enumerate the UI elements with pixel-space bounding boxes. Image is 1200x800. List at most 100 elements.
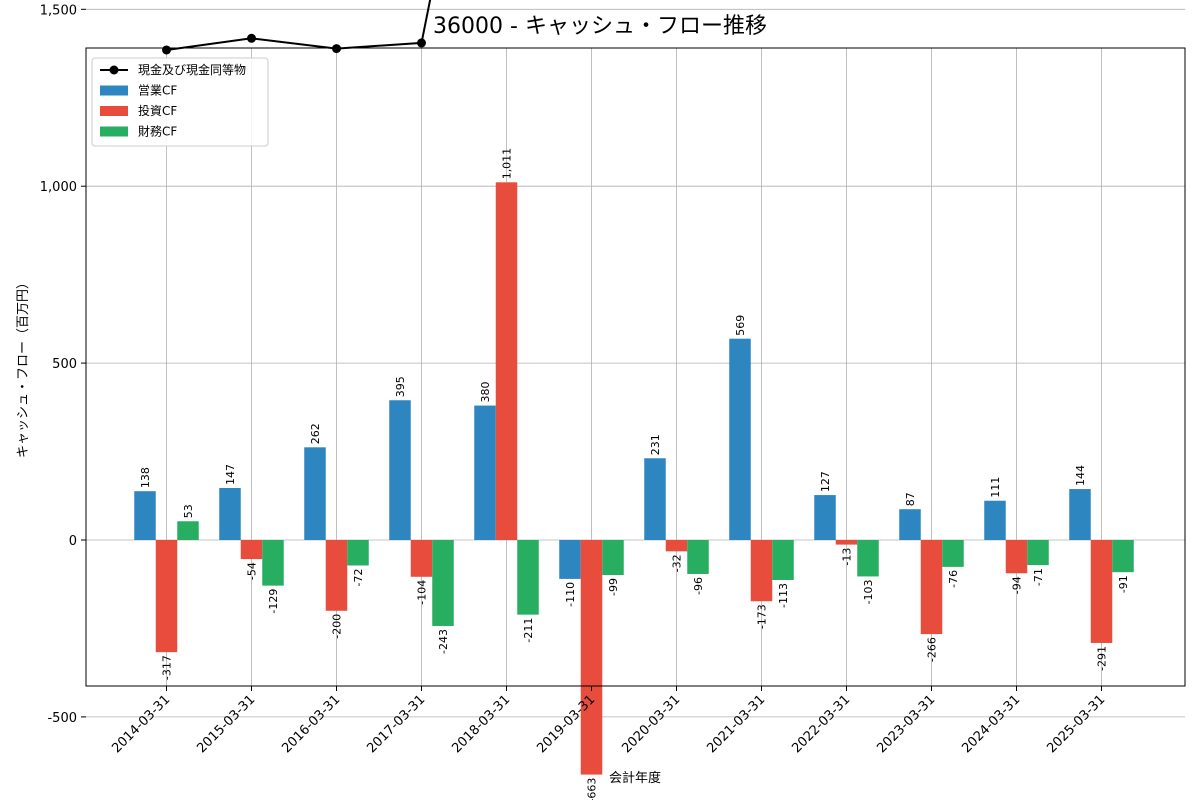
- bar: [262, 540, 284, 586]
- data-label-layer: 138 147 262 395 380 -110 231 569 127 87 111 144 -317…: [139, 148, 1130, 800]
- x-tick-label: 2020-03-31: [619, 692, 683, 756]
- data-label: -129: [267, 589, 280, 614]
- y-axis-label: キャッシュ・フロー（百万円）: [16, 276, 31, 458]
- legend-box: [91, 57, 269, 147]
- y-tick-label: -500: [47, 711, 77, 726]
- bar: [410, 540, 433, 577]
- data-label: -13: [841, 548, 854, 566]
- data-label: -173: [756, 604, 769, 629]
- bar: [644, 458, 666, 540]
- data-label: 127: [819, 471, 832, 492]
- cash-balance-point: [332, 44, 341, 54]
- cash-balance-line: [166, 0, 432, 51]
- bar: [240, 540, 263, 560]
- bar: [347, 540, 369, 566]
- bar: [814, 495, 836, 540]
- x-tick-label: 2023-03-31: [874, 692, 938, 756]
- data-label: -76: [947, 570, 960, 588]
- data-label: -317: [161, 655, 174, 680]
- data-label: 395: [394, 376, 407, 397]
- bar: [665, 540, 688, 552]
- data-label: -71: [1032, 568, 1045, 586]
- data-label: -54: [246, 562, 259, 580]
- legend-bar-swatch: [100, 85, 128, 96]
- data-label: 147: [224, 464, 237, 485]
- data-label: -32: [671, 554, 684, 572]
- bar: [729, 338, 751, 540]
- bar: [134, 491, 156, 540]
- x-tick-label: 2015-03-31: [194, 692, 258, 756]
- data-label: 569: [734, 315, 747, 336]
- legend-entry-label: 現金及び現金同等物: [138, 62, 246, 77]
- bar: [1005, 540, 1028, 574]
- data-label: -211: [522, 618, 535, 643]
- data-label: -103: [862, 579, 875, 604]
- cash-balance-point: [162, 45, 171, 55]
- bar: [1027, 540, 1049, 566]
- y-tick-label: 1,000: [40, 180, 77, 195]
- x-tick-label: 2024-03-31: [959, 692, 1023, 756]
- legend-entry-label: 財務CF: [138, 124, 177, 139]
- data-label: -243: [437, 629, 450, 654]
- line-layer: [162, 0, 432, 55]
- bar: [750, 540, 773, 602]
- bar: [984, 500, 1006, 540]
- data-label: 262: [309, 423, 322, 444]
- bar: [495, 182, 518, 540]
- cash-balance-point: [417, 38, 426, 48]
- x-tick-label: 2014-03-31: [109, 692, 173, 756]
- legend-bar-swatch: [100, 126, 128, 137]
- bar: [602, 540, 624, 576]
- data-label: 231: [649, 434, 662, 455]
- data-label: 380: [479, 382, 492, 403]
- x-tick-label: 2016-03-31: [279, 692, 343, 756]
- data-label: -291: [1096, 646, 1109, 671]
- data-label: -266: [926, 637, 939, 662]
- data-label: 87: [904, 492, 917, 506]
- bar: [474, 405, 496, 540]
- bar: [432, 540, 454, 626]
- bar: [517, 540, 539, 615]
- bar: [772, 540, 794, 580]
- x-tick-label: 2018-03-31: [449, 692, 513, 756]
- data-label: -72: [352, 568, 365, 586]
- y-tick-label: 1,500: [40, 3, 77, 18]
- bar: [325, 540, 348, 611]
- bar: [1090, 540, 1113, 643]
- bar: [942, 540, 964, 567]
- data-label: 138: [139, 467, 152, 488]
- bar: [177, 521, 199, 540]
- data-label: -94: [1011, 576, 1024, 594]
- x-tick-label: 2021-03-31: [704, 692, 768, 756]
- data-label: -104: [416, 580, 429, 605]
- y-tick-label: 500: [52, 357, 77, 372]
- data-label: 144: [1074, 465, 1087, 486]
- data-label: -91: [1117, 575, 1130, 593]
- data-label: 1,011: [501, 148, 514, 180]
- y-tick-label: 0: [69, 534, 77, 549]
- data-label: -96: [692, 577, 705, 595]
- bar: [899, 509, 921, 540]
- bar: [304, 447, 326, 540]
- x-tick-label: 2017-03-31: [364, 692, 428, 756]
- x-tick-label: 2025-03-31: [1044, 692, 1108, 756]
- chart-title: 36000 - キャッシュ・フロー推移: [433, 14, 767, 39]
- data-label: 111: [989, 477, 1002, 498]
- cash-balance-point: [247, 33, 256, 43]
- bar: [1112, 540, 1134, 573]
- plot-frame: [85, 47, 1186, 687]
- data-label: -663: [586, 778, 599, 800]
- bar-layer: [134, 182, 1134, 775]
- bar: [920, 540, 943, 635]
- bar: [687, 540, 709, 574]
- legend-marker-swatch: [109, 65, 119, 75]
- bar: [389, 400, 411, 540]
- bar: [580, 540, 603, 775]
- data-label: 53: [182, 504, 195, 518]
- x-tick-label: 2022-03-31: [789, 692, 853, 756]
- legend-entry-label: 営業CF: [138, 84, 177, 98]
- x-axis-label: 会計年度: [609, 770, 661, 786]
- data-label: -200: [331, 614, 344, 639]
